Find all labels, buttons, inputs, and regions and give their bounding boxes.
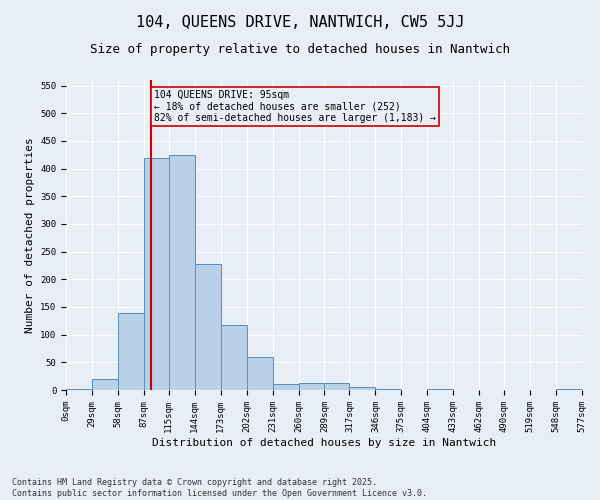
Bar	[299, 383, 325, 390]
Bar	[92, 379, 118, 390]
Bar	[195, 264, 221, 390]
X-axis label: Distribution of detached houses by size in Nantwich: Distribution of detached houses by size …	[152, 438, 496, 448]
Bar	[118, 312, 144, 390]
Bar	[272, 384, 299, 390]
Bar	[66, 389, 92, 390]
Bar	[247, 358, 272, 390]
Bar	[221, 325, 247, 390]
Text: Size of property relative to detached houses in Nantwich: Size of property relative to detached ho…	[90, 42, 510, 56]
Text: 104 QUEENS DRIVE: 95sqm
← 18% of detached houses are smaller (252)
82% of semi-d: 104 QUEENS DRIVE: 95sqm ← 18% of detache…	[154, 90, 436, 123]
Bar	[144, 158, 169, 390]
Bar	[349, 386, 376, 390]
Bar	[376, 389, 401, 390]
Text: 104, QUEENS DRIVE, NANTWICH, CW5 5JJ: 104, QUEENS DRIVE, NANTWICH, CW5 5JJ	[136, 15, 464, 30]
Bar	[169, 154, 195, 390]
Y-axis label: Number of detached properties: Number of detached properties	[25, 137, 35, 333]
Bar	[325, 383, 349, 390]
Text: Contains HM Land Registry data © Crown copyright and database right 2025.
Contai: Contains HM Land Registry data © Crown c…	[12, 478, 427, 498]
